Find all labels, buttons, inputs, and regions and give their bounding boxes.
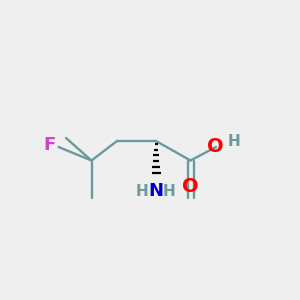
Text: O: O <box>182 178 199 196</box>
Text: H: H <box>135 184 148 199</box>
Text: F: F <box>44 136 56 154</box>
Text: N: N <box>148 182 164 200</box>
Text: H: H <box>163 184 175 199</box>
Text: H: H <box>228 134 241 149</box>
Text: O: O <box>207 137 224 157</box>
